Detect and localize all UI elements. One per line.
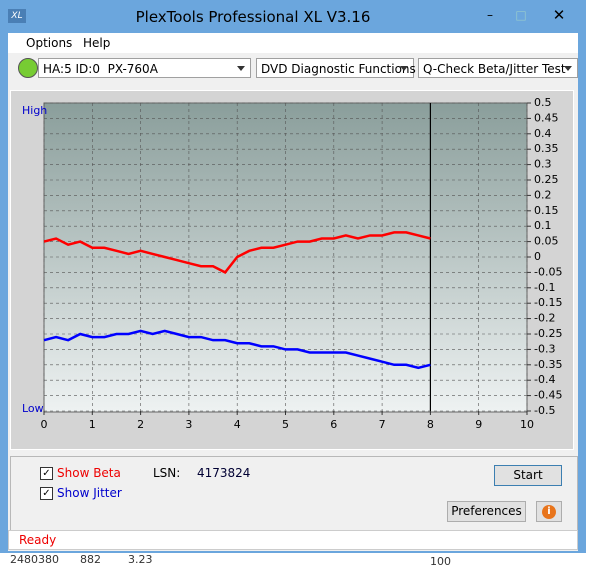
y-tick-label: -0.2 [534, 312, 555, 325]
high-label: High [22, 104, 47, 117]
menu-bar: Options Help [8, 33, 578, 53]
drive-select[interactable]: HA:5 ID:0 PX-760A [38, 58, 251, 78]
y-tick-label: -0.5 [534, 404, 555, 417]
y-tick-label: -0.4 [534, 373, 555, 386]
y-tick-label: 0.45 [534, 111, 559, 124]
preferences-button[interactable]: Preferences [447, 501, 526, 522]
menu-item[interactable]: Help [83, 36, 111, 50]
y-tick-label: 0 [534, 250, 541, 263]
x-tick-label: 1 [89, 418, 96, 431]
x-tick-label: 10 [520, 418, 534, 431]
y-tick-label: 0.25 [534, 173, 559, 186]
menu-item[interactable]: Options [26, 36, 73, 50]
y-tick-label: -0.3 [534, 342, 555, 355]
maximize-button[interactable]: □ [515, 8, 527, 22]
beta-checkbox[interactable]: ✓ [40, 467, 53, 480]
x-tick-label: 7 [379, 418, 386, 431]
status-bar: Ready [8, 530, 578, 550]
y-tick-label: -0.15 [534, 296, 562, 309]
start-button[interactable]: Start [494, 465, 562, 486]
y-tick-label: 0.4 [534, 127, 552, 140]
x-tick-label: 8 [427, 418, 434, 431]
jitter-checkbox[interactable]: ✓ [40, 487, 53, 500]
low-label: Low [22, 402, 44, 415]
y-tick-label: 0.05 [534, 235, 559, 248]
status-text: Ready [19, 533, 57, 547]
x-tick-label: 5 [282, 418, 289, 431]
test-select[interactable]: Q-Check Beta/Jitter Test [418, 58, 578, 78]
jitter-checkbox-label[interactable]: Show Jitter [57, 486, 122, 500]
y-tick-label: -0.05 [534, 265, 562, 278]
background-text: 100 [430, 555, 451, 568]
window-title: PlexTools Professional XL V3.16 [135, 8, 371, 26]
close-button[interactable]: ✕ [552, 6, 566, 24]
background-text: 882 [80, 553, 101, 566]
y-tick-label: 0.35 [534, 142, 559, 155]
y-tick-label: -0.45 [534, 389, 562, 402]
y-tick-label: 0.5 [534, 96, 552, 109]
info-button[interactable]: i [536, 501, 562, 522]
lsn-label: LSN: [153, 466, 181, 480]
series-line [43, 329, 431, 370]
lsn-value: 4173824 [197, 466, 251, 480]
y-tick-label: -0.35 [534, 358, 562, 371]
y-tick-label: -0.1 [534, 281, 555, 294]
series-line [43, 231, 431, 274]
background-text: 3.23 [128, 553, 153, 566]
y-tick-label: 0.15 [534, 204, 559, 217]
x-tick-label: 3 [185, 418, 192, 431]
minimize-button[interactable]: – [487, 8, 493, 22]
y-tick-label: 0.3 [534, 158, 552, 171]
y-tick-label: 0.1 [534, 219, 552, 232]
x-tick-label: 4 [234, 418, 241, 431]
app-icon: XL [8, 9, 26, 23]
x-tick-label: 6 [330, 418, 337, 431]
y-tick-label: 0.2 [534, 188, 552, 201]
beta-checkbox-label[interactable]: Show Beta [57, 466, 121, 480]
drive-icon [18, 58, 38, 78]
controls-panel: ✓ Show Beta ✓ Show Jitter LSN: 4173824 S… [10, 456, 578, 531]
x-tick-label: 0 [41, 418, 48, 431]
y-tick-label: -0.25 [534, 327, 562, 340]
x-tick-label: 9 [475, 418, 482, 431]
x-tick-label: 2 [137, 418, 144, 431]
background-window: 2480380 882 3.23 100 [0, 553, 595, 568]
function-select[interactable]: DVD Diagnostic Functions [256, 58, 416, 78]
background-text: 2480380 [10, 553, 59, 566]
